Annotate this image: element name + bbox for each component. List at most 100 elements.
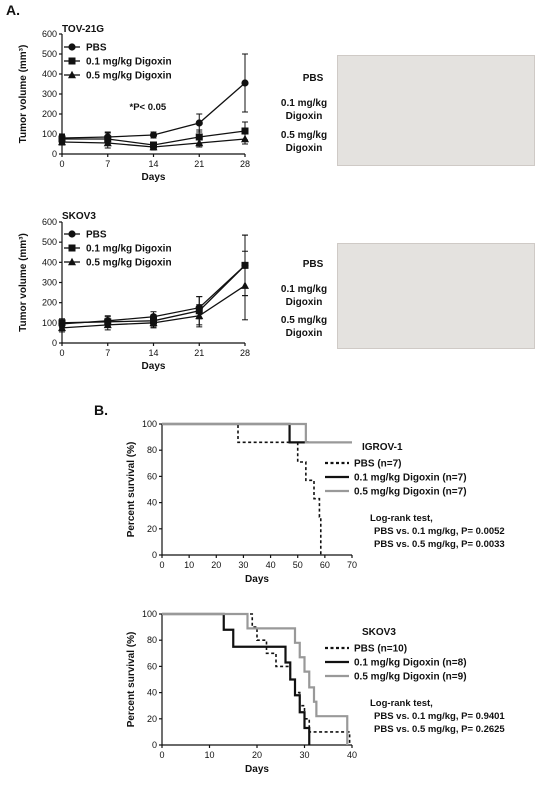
x-tick-label: 21 — [194, 159, 204, 169]
logrank-line: PBS vs. 0.5 mg/kg, P= 0.2625 — [374, 724, 505, 735]
y-axis-label: Tumor volume (mm³) — [18, 233, 29, 332]
x-tick-label: 7 — [105, 159, 110, 169]
x-tick-label: 40 — [347, 750, 357, 760]
annotation: *P< 0.05 — [130, 102, 167, 113]
x-tick-label: 0 — [59, 159, 64, 169]
y-tick-label: 400 — [42, 69, 57, 79]
y-tick-label: 100 — [42, 129, 57, 139]
data-point — [103, 320, 112, 329]
x-tick-label: 50 — [293, 560, 303, 570]
chart-title: IGROV-1 — [362, 442, 403, 453]
y-tick-label: 600 — [42, 217, 57, 227]
logrank-line: PBS vs. 0.1 mg/kg, P= 0.9401 — [374, 711, 505, 722]
x-axis-label: Days — [142, 361, 166, 372]
tumor-chart-2: 0 100 200 300 400 500 600 0 7 14 21 28 Days Tumor vol… — [18, 211, 250, 372]
x-axis-label: Days — [142, 172, 166, 183]
chart-title: TOV-21G — [62, 24, 104, 35]
x-tick-label: 30 — [299, 750, 309, 760]
y-tick-label: 0 — [52, 338, 57, 348]
y-tick-label: 0 — [52, 149, 57, 159]
chart-title: SKOV3 — [62, 211, 96, 222]
photo2-label-pbs: PBS — [302, 259, 324, 270]
survival-chart-1: 0 20 40 60 80 100 0 10 20 30 40 50 60 70 Days Percent s… — [126, 419, 505, 585]
x-tick-label: 30 — [238, 560, 248, 570]
series-3 — [58, 133, 249, 151]
survival-curve-1 — [162, 613, 351, 745]
tumor-chart-1: 0 100 200 300 400 500 600 0 7 14 21 28 Days Tumor vol… — [18, 24, 250, 183]
data-point — [241, 281, 249, 289]
data-point — [241, 127, 249, 135]
y-tick-label: 600 — [42, 29, 57, 39]
y-tick-label: 40 — [147, 498, 157, 508]
legend-marker — [68, 230, 76, 238]
data-point — [195, 311, 204, 320]
y-tick-label: 20 — [147, 714, 157, 724]
x-tick-label: 20 — [211, 560, 221, 570]
y-tick-label: 200 — [42, 109, 57, 119]
survival-chart-2: 0 20 40 60 80 100 0 10 20 30 40 Days Percent surviva… — [126, 609, 505, 775]
panel-label-b: B. — [94, 402, 108, 418]
legend-label: 0.1 mg/kg Digoxin (n=7) — [354, 473, 467, 484]
y-tick-label: 0 — [152, 550, 157, 560]
logrank-line: Log-rank test, — [370, 698, 433, 709]
x-tick-label: 28 — [240, 159, 250, 169]
legend-marker — [68, 244, 76, 252]
x-tick-label: 70 — [347, 560, 357, 570]
legend-marker — [68, 257, 76, 266]
data-point — [149, 318, 158, 327]
logrank-line: PBS vs. 0.5 mg/kg, P= 0.0033 — [374, 539, 505, 550]
legend-label: 0.1 mg/kg Digoxin (n=8) — [354, 658, 467, 669]
x-tick-label: 0 — [159, 560, 164, 570]
data-point — [241, 79, 249, 87]
series-3 — [58, 250, 249, 333]
data-point — [149, 131, 158, 139]
logrank-line: Log-rank test, — [370, 513, 433, 524]
survival-curve-2 — [162, 422, 309, 444]
x-tick-label: 28 — [240, 348, 250, 358]
legend-label: 0.5 mg/kg Digoxin — [86, 71, 172, 82]
y-tick-label: 40 — [147, 688, 157, 698]
x-tick-label: 40 — [266, 560, 276, 570]
legend-label: PBS (n=10) — [354, 644, 407, 655]
photo1-label-high: 0.5 mg/kg Digoxin — [280, 130, 328, 154]
data-point — [58, 319, 66, 327]
x-tick-label: 14 — [148, 159, 158, 169]
x-tick-label: 14 — [148, 348, 158, 358]
x-tick-label: 20 — [252, 750, 262, 760]
data-point — [195, 138, 204, 147]
legend-marker — [68, 57, 76, 65]
y-tick-label: 80 — [147, 635, 157, 645]
x-tick-label: 10 — [204, 750, 214, 760]
legend-label: 0.5 mg/kg Digoxin (n=7) — [354, 487, 467, 498]
panel-label-a: A. — [6, 2, 20, 18]
data-point — [149, 142, 158, 151]
survival-curve-2 — [162, 612, 311, 745]
y-axis-label: Percent survival (%) — [126, 442, 137, 538]
photo1-label-low: 0.1 mg/kg Digoxin — [280, 98, 328, 122]
legend-label: 0.1 mg/kg Digoxin — [86, 244, 172, 255]
y-tick-label: 0 — [152, 740, 157, 750]
y-tick-label: 400 — [42, 257, 57, 267]
data-point — [58, 137, 66, 146]
x-tick-label: 60 — [320, 560, 330, 570]
survival-curve-3 — [162, 422, 352, 444]
legend-label: 0.5 mg/kg Digoxin — [86, 258, 172, 269]
data-point — [195, 119, 203, 127]
x-tick-label: 7 — [105, 348, 110, 358]
logrank-line: PBS vs. 0.1 mg/kg, P= 0.0052 — [374, 526, 505, 537]
tumor-photo-tov21g — [337, 55, 535, 166]
y-tick-label: 500 — [42, 237, 57, 247]
y-tick-label: 100 — [42, 318, 57, 328]
y-tick-label: 60 — [147, 471, 157, 481]
legend-label: 0.1 mg/kg Digoxin — [86, 57, 172, 68]
legend-marker — [68, 43, 76, 51]
y-tick-label: 300 — [42, 89, 57, 99]
data-point — [58, 323, 66, 332]
x-tick-label: 21 — [194, 348, 204, 358]
tumor-photo-skov3 — [337, 243, 535, 349]
data-point — [241, 134, 249, 143]
y-axis-label: Percent survival (%) — [126, 632, 137, 728]
chart-title: SKOV3 — [362, 627, 396, 638]
x-axis-label: Days — [245, 574, 269, 585]
legend-label: PBS — [86, 43, 107, 54]
